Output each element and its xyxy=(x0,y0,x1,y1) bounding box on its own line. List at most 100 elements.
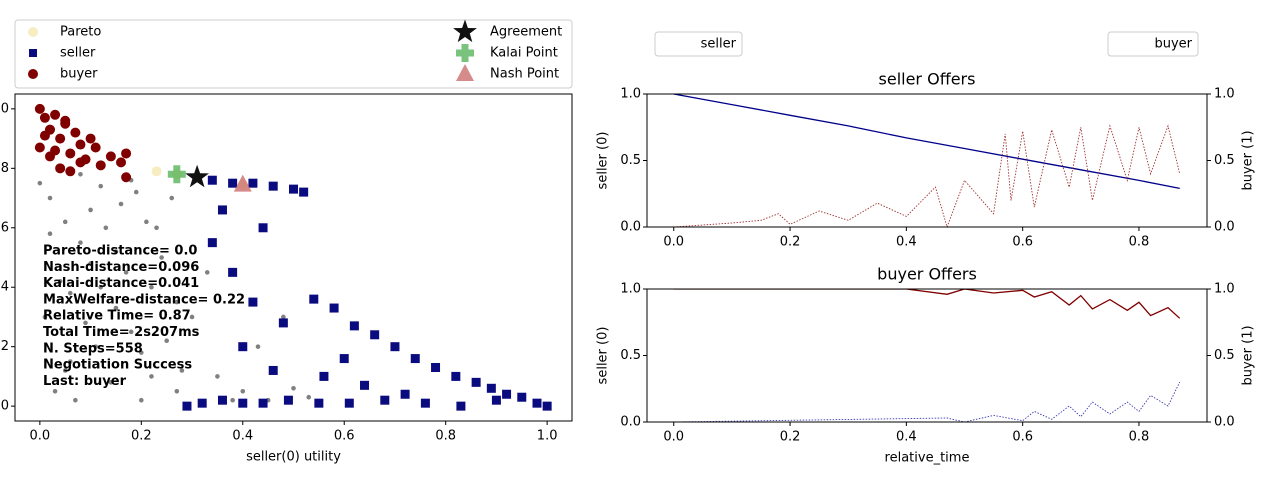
x-tick-label: 0.6 xyxy=(1012,235,1033,250)
y2-tick-label: 0.0 xyxy=(1214,415,1235,430)
y-tick-label: 0 xyxy=(1,101,9,116)
marker-square xyxy=(299,187,309,197)
marker-circle xyxy=(93,344,98,349)
marker-circle xyxy=(75,157,86,168)
marker-circle xyxy=(50,145,61,156)
marker-circle xyxy=(159,255,164,260)
marker-square xyxy=(420,398,430,408)
legend-box xyxy=(654,31,743,57)
annotation: Kalai-distance=0.041 xyxy=(43,276,199,291)
legend-label: seller xyxy=(60,46,96,61)
marker-square xyxy=(329,303,339,313)
y2-tick-label: 0.5 xyxy=(1214,348,1235,363)
y2-tick-label: 0.0 xyxy=(1214,220,1235,235)
marker-square xyxy=(238,398,248,408)
marker-square xyxy=(456,401,466,411)
y2-tick-label: 1.0 xyxy=(1214,282,1235,297)
marker-square xyxy=(228,178,238,188)
y-tick-label: 6 xyxy=(1,220,9,235)
marker-triangle xyxy=(233,174,252,192)
marker-square xyxy=(360,380,370,390)
marker-square xyxy=(278,318,288,328)
marker-circle xyxy=(139,397,144,403)
marker-circle xyxy=(144,219,149,225)
marker-circle xyxy=(179,368,185,373)
marker-circle xyxy=(47,231,53,237)
marker-circle xyxy=(113,249,119,254)
plot-area xyxy=(673,289,1181,422)
plot-area xyxy=(673,94,1181,227)
y-tick-label: 4 xyxy=(1,280,9,295)
plot-area xyxy=(34,103,552,411)
marker-square xyxy=(182,401,192,411)
x-axis-label: relative_time xyxy=(885,451,970,466)
marker-circle xyxy=(105,151,116,162)
y2-axis-label: buyer (1) xyxy=(1241,325,1256,385)
axes-frame xyxy=(14,93,573,422)
marker-circle xyxy=(128,329,134,335)
marker-square xyxy=(238,342,248,352)
y2-tick-label: 0.5 xyxy=(1214,153,1235,168)
y-axis-label: seller (0) xyxy=(596,132,611,190)
x-tick-label: 0.4 xyxy=(232,429,253,444)
series-line xyxy=(673,289,1181,319)
marker-circle xyxy=(67,359,73,364)
marker-circle xyxy=(204,270,210,275)
chart-title: seller Offers xyxy=(879,70,976,89)
marker-circle xyxy=(108,380,114,385)
marker-square xyxy=(344,398,354,408)
marker-circle xyxy=(133,189,139,195)
x-tick-label: 0.8 xyxy=(1129,235,1150,250)
annotation: Relative Time= 0.87 xyxy=(43,309,191,324)
legend-label: Kalai Point xyxy=(490,46,558,61)
legend-label: seller xyxy=(701,37,737,52)
marker-square xyxy=(319,371,329,381)
marker-circle xyxy=(189,314,195,320)
marker-circle xyxy=(42,314,48,320)
marker-circle xyxy=(62,368,68,373)
marker-circle xyxy=(47,195,53,201)
marker-star xyxy=(185,164,209,188)
marker-circle xyxy=(291,386,296,391)
marker-circle xyxy=(174,299,180,305)
y-tick-label: 8 xyxy=(1,161,9,176)
marker-square xyxy=(228,267,238,277)
marker-square xyxy=(289,184,298,194)
y-tick-label: 1.0 xyxy=(620,282,641,297)
marker-square xyxy=(390,342,400,352)
x-tick-label: 0.8 xyxy=(435,429,456,444)
marker-plus xyxy=(456,44,474,62)
marker-square xyxy=(542,401,552,411)
marker-square xyxy=(283,395,293,405)
legend-label: buyer xyxy=(1154,37,1192,52)
marker-square xyxy=(491,395,501,405)
legend-label: buyer xyxy=(60,67,98,82)
marker-circle xyxy=(88,207,93,213)
marker-circle xyxy=(164,338,169,344)
legend-label: Agreement xyxy=(490,25,562,40)
marker-circle xyxy=(123,270,129,275)
marker-circle xyxy=(88,261,93,266)
annotation: Pareto-distance= 0.0 xyxy=(43,244,197,259)
marker-square xyxy=(258,398,268,408)
x-tick-label: 1.0 xyxy=(537,429,558,444)
marker-square xyxy=(400,389,410,399)
marker-star xyxy=(453,19,477,43)
x-tick-label: 0.0 xyxy=(663,235,684,250)
x-tick-label: 0.0 xyxy=(663,430,684,445)
x-tick-label: 0.2 xyxy=(780,430,801,445)
marker-circle xyxy=(215,374,220,379)
marker-square xyxy=(217,205,227,215)
marker-circle xyxy=(151,166,162,177)
marker-square xyxy=(248,297,258,307)
marker-square xyxy=(370,330,380,340)
marker-square xyxy=(217,395,227,405)
series-line xyxy=(673,124,1181,227)
marker-circle xyxy=(34,103,45,114)
y2-axis-label: buyer (1) xyxy=(1241,130,1256,190)
marker-square xyxy=(197,398,207,408)
x-tick-label: 0.0 xyxy=(30,429,51,444)
series-line xyxy=(673,381,1181,422)
marker-circle xyxy=(103,225,109,231)
